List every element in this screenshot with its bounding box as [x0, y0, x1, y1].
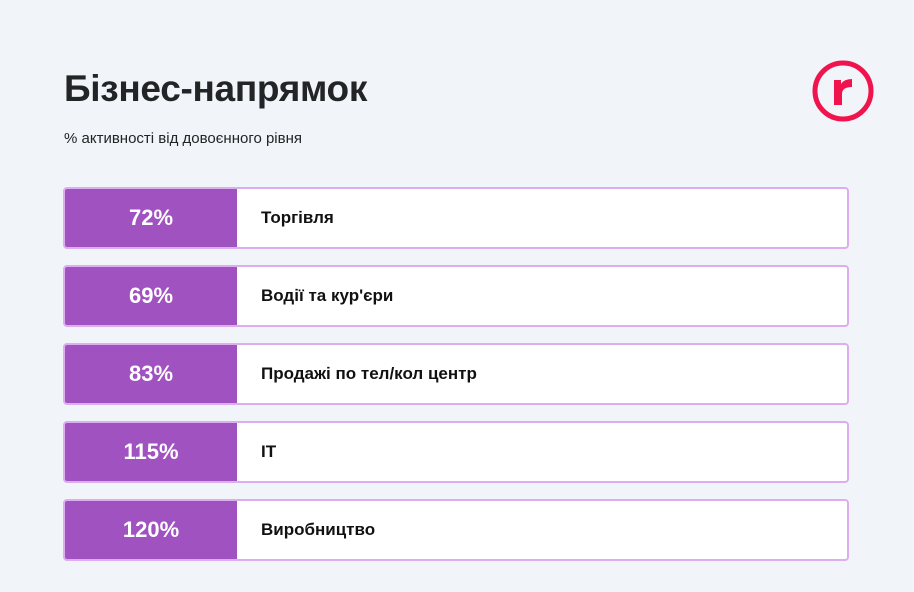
page-title: Бізнес-напрямок: [64, 68, 368, 109]
row-label: Торгівля: [261, 208, 334, 227]
row-value: 72%: [65, 189, 237, 247]
table-row: 115% IT: [63, 421, 849, 483]
table-row: 69% Водії та кур'єри: [63, 265, 849, 327]
row-label: Водії та кур'єри: [261, 286, 394, 305]
row-value: 115%: [65, 423, 237, 481]
table-row: 83% Продажі по тел/кол центр: [63, 343, 849, 405]
row-value: 120%: [65, 501, 237, 559]
page-subtitle: % активності від довоєнного рівня: [64, 130, 303, 147]
row-label: IT: [261, 442, 277, 461]
row-value: 69%: [65, 267, 237, 325]
row-label: Виробництво: [261, 520, 376, 539]
brand-logo: [812, 60, 874, 122]
row-value: 83%: [65, 345, 237, 403]
row-label: Продажі по тел/кол центр: [261, 364, 477, 383]
table-row: 72% Торгівля: [63, 187, 849, 249]
table-row: 120% Виробництво: [63, 499, 849, 561]
